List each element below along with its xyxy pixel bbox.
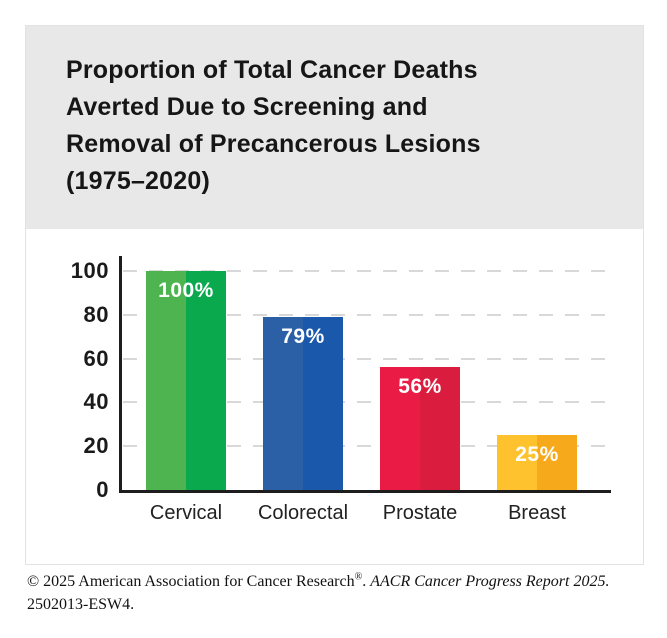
chart-card: Proportion of Total Cancer Deaths Averted… [25,25,644,565]
y-tick-label: 0 [96,477,109,502]
gridline [123,270,605,272]
chart-title: Proportion of Total Cancer Deaths Averted… [66,52,613,200]
gridline [123,357,605,360]
report-citation: AACR Cancer Progress Report 2025. [370,573,610,590]
chart-header: Proportion of Total Cancer Deaths Averted… [26,26,643,229]
x-axis-line [119,490,611,493]
bar-value-label: 79% [281,325,325,348]
x-category-label: Colorectal [257,502,349,524]
y-axis-line [119,256,122,493]
chart-title-line: Removal of Precancerous Lesions [66,130,481,158]
y-tick-label: 100 [70,258,109,283]
bar-colorectal: 79% [263,317,343,490]
x-category-label: Breast [508,502,566,524]
copyright-text: © 2025 American Association for Cancer R… [27,573,355,590]
footer-line-2: 2502013-ESW4. [27,596,135,613]
gridline [123,313,605,316]
y-tick-label: 20 [83,433,109,459]
x-category-label: Prostate [382,502,458,524]
gridline [123,401,605,404]
bar-value-label: 100% [158,279,214,302]
footer-separator: . [362,573,371,590]
x-category-label: Cervical [149,502,223,524]
chart-title-line: Proportion of Total Cancer Deaths [66,56,478,84]
bar-prostate: 56% [380,367,460,490]
y-tick-label: 60 [83,345,109,371]
bar-cervical: 100% [146,271,226,490]
chart-title-line: (1975–2020) [66,167,210,195]
registered-mark-icon: ® [354,571,363,583]
copyright-footer: © 2025 American Association for Cancer R… [27,570,642,616]
bar-plot: 100% Cervical 79% Colorectal 56% Prostate 25% B… [119,256,611,524]
bar-value-label: 25% [515,443,559,467]
bar-breast: 25% [497,435,577,490]
y-axis-labels: 0 20 40 60 80 100 [26,256,109,502]
y-tick-label: 80 [83,301,109,327]
chart-title-line: Averted Due to Screening and [66,93,428,121]
y-tick-label: 40 [83,389,109,415]
footer-line-1: © 2025 American Association for Cancer R… [27,570,642,593]
gridline [123,445,605,448]
bar-value-label: 56% [398,375,442,399]
